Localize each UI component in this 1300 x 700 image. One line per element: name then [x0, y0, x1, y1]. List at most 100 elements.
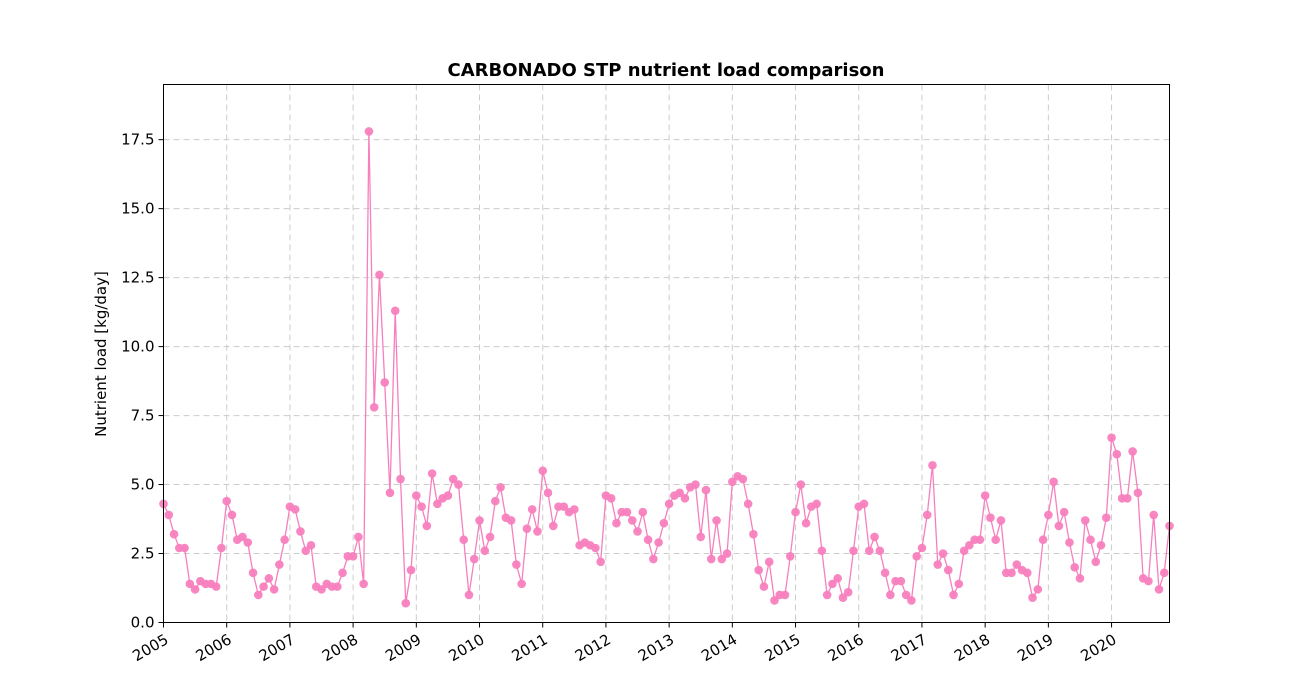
data-point — [922, 510, 932, 520]
data-point — [1112, 449, 1122, 459]
data-point — [496, 483, 505, 492]
data-point — [396, 474, 405, 484]
y-tick-label: 17.5 — [121, 131, 154, 149]
data-point — [754, 565, 763, 575]
data-point — [185, 579, 195, 589]
data-point — [675, 488, 684, 498]
data-point — [448, 474, 458, 484]
data-point — [1044, 510, 1053, 520]
series-layer — [159, 127, 1174, 608]
data-point — [1038, 535, 1048, 545]
data-point — [222, 496, 231, 506]
data-point — [770, 596, 779, 605]
data-point — [248, 568, 258, 578]
data-point — [259, 582, 268, 591]
data-point — [422, 521, 432, 531]
data-point — [264, 574, 274, 583]
data-point — [986, 513, 995, 522]
data-point — [522, 524, 532, 533]
data-point — [712, 516, 721, 525]
data-point — [1144, 576, 1153, 586]
data-point — [870, 532, 879, 542]
data-point — [843, 587, 853, 597]
data-point — [1154, 585, 1164, 594]
data-point — [822, 590, 832, 600]
data-point — [1149, 510, 1158, 520]
data-point — [1086, 535, 1095, 545]
data-point — [491, 496, 500, 506]
data-point — [380, 378, 390, 387]
data-point — [633, 527, 642, 536]
data-point — [333, 582, 342, 591]
data-point — [290, 505, 300, 514]
data-point — [612, 518, 621, 528]
data-point — [275, 560, 284, 569]
data-point — [506, 516, 516, 525]
data-point — [280, 535, 289, 545]
data-point — [1054, 521, 1064, 531]
data-point — [1159, 568, 1169, 578]
data-point — [886, 590, 895, 600]
data-point — [1022, 568, 1032, 578]
data-point — [696, 532, 706, 542]
data-point — [691, 480, 700, 489]
data-point — [238, 532, 247, 542]
data-point — [1012, 560, 1022, 569]
data-point — [759, 582, 769, 591]
data-point — [728, 477, 737, 487]
y-tick-label: 15.0 — [121, 200, 154, 218]
data-point — [1033, 585, 1043, 594]
data-point — [480, 546, 490, 556]
data-point — [701, 485, 711, 495]
data-point — [849, 546, 858, 556]
data-point — [417, 502, 426, 511]
data-point — [838, 593, 848, 602]
data-point — [533, 527, 542, 536]
y-axis: 0.0 2.5 5.0 7.5 10.0 12.5 15.0 17.5 — [121, 131, 164, 632]
data-point — [296, 527, 305, 536]
chart-title: CARBONADO STP nutrient load comparison — [447, 60, 884, 81]
data-point — [406, 565, 416, 575]
data-point — [875, 546, 885, 556]
data-point — [780, 590, 790, 600]
data-point — [764, 557, 774, 567]
data-point — [348, 551, 358, 561]
data-point — [375, 270, 384, 280]
data-point — [638, 507, 648, 517]
data-point — [643, 535, 653, 545]
data-point — [749, 529, 758, 539]
data-point — [959, 546, 969, 556]
data-point — [954, 579, 964, 589]
data-point — [180, 543, 189, 553]
data-point — [722, 549, 732, 558]
data-point — [859, 499, 869, 509]
data-point — [606, 494, 616, 503]
data-point — [901, 590, 911, 600]
data-point — [459, 535, 469, 545]
data-point — [1091, 557, 1101, 567]
data-point — [649, 554, 658, 564]
data-point — [706, 554, 716, 564]
data-point — [949, 590, 958, 600]
data-point — [785, 551, 795, 561]
plot-frame — [163, 84, 1170, 623]
data-point — [269, 585, 279, 594]
data-point — [833, 574, 842, 583]
data-point — [1133, 488, 1143, 498]
data-point — [1107, 433, 1116, 442]
data-point — [390, 306, 400, 316]
y-tick-label: 5.0 — [131, 476, 155, 494]
data-point — [512, 560, 521, 569]
y-tick-label: 12.5 — [121, 269, 154, 287]
data-point — [443, 491, 453, 500]
data-point — [938, 549, 948, 558]
data-point — [354, 532, 363, 542]
data-point — [796, 480, 806, 489]
data-point — [791, 507, 800, 517]
data-point — [469, 554, 479, 564]
data-point — [896, 576, 906, 586]
y-axis-label: Nutrient load [kg/day] — [92, 271, 110, 437]
data-point — [991, 535, 1000, 545]
data-point — [1096, 540, 1106, 550]
